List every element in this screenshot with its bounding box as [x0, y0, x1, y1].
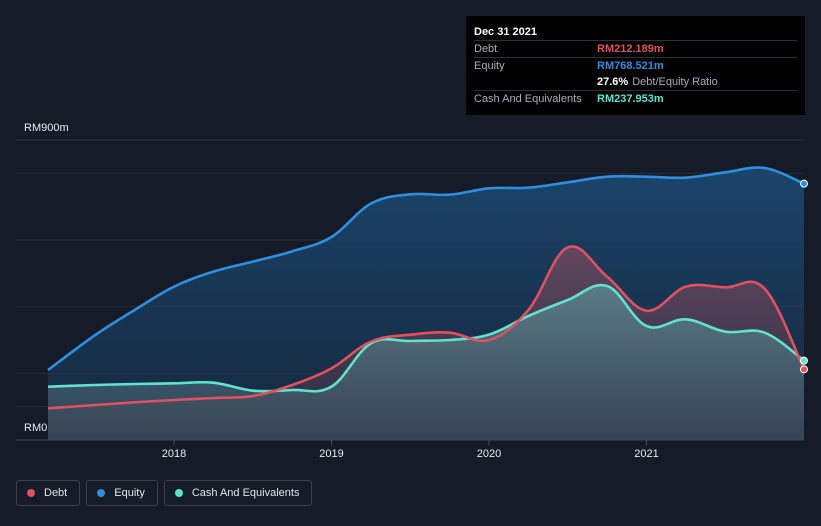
- tooltip-cash-value: RM237.953m: [597, 93, 664, 105]
- debt-endpoint: [800, 365, 808, 374]
- equity-line: [47, 166, 805, 372]
- tooltip-cash-label: Cash And Equivalents: [474, 93, 582, 105]
- tooltip-equity-label: Equity: [474, 60, 505, 72]
- legend-item-cash[interactable]: Cash And Equivalents: [163, 480, 313, 506]
- tooltip-date: Dec 31 2021: [474, 26, 537, 38]
- equity-endpoint: [800, 179, 808, 188]
- x-tick-label: 2020: [477, 448, 501, 460]
- y-axis-min-label: RM0: [24, 422, 48, 434]
- legend-label-equity: Equity: [114, 487, 145, 499]
- legend-item-debt[interactable]: Debt: [16, 480, 81, 506]
- cash-and-equivalents-area: [48, 285, 804, 440]
- legend-label-debt: Debt: [44, 487, 68, 499]
- tooltip-debt-value: RM212.189m: [597, 43, 664, 55]
- tooltip-debt-row: Debt RM212.189m: [474, 40, 797, 57]
- y-axis-max-label: RM900m: [24, 122, 69, 134]
- tooltip-equity-value: RM768.521m: [597, 60, 664, 72]
- debt-line: [47, 245, 806, 410]
- tooltip-ratio-label: Debt/Equity Ratio: [632, 76, 718, 88]
- tooltip-ratio-spacer: [474, 74, 597, 90]
- chart-areas: [48, 167, 804, 440]
- x-tick-label: 2019: [319, 448, 343, 460]
- chart-tooltip: Dec 31 2021 Debt RM212.189m Equity RM768…: [466, 16, 805, 115]
- tooltip-ratio-row: 27.6% Debt/Equity Ratio: [474, 74, 797, 90]
- chart-legend: Debt Equity Cash And Equivalents: [16, 480, 313, 506]
- tooltip-cash-row: Cash And Equivalents RM237.953m: [474, 90, 797, 107]
- x-axis-ticks: 2018 2019 2020 2021: [162, 440, 659, 460]
- tooltip-ratio-value: 27.6%: [597, 76, 629, 88]
- cash-dot-icon: [174, 489, 183, 497]
- cash-and-equivalents-endpoint: [800, 356, 808, 365]
- equity-dot-icon: [97, 489, 106, 497]
- chart-lines: [47, 166, 806, 410]
- x-tick-label: 2021: [634, 448, 658, 460]
- tooltip-debt-label: Debt: [474, 43, 498, 55]
- cash-and-equivalents-line: [47, 283, 805, 393]
- tooltip-equity-row: Equity RM768.521m: [474, 57, 797, 74]
- debt-dot-icon: [27, 489, 35, 497]
- chart-endpoints: [800, 179, 808, 374]
- legend-item-equity[interactable]: Equity: [86, 480, 158, 506]
- x-tick-label: 2018: [162, 448, 186, 460]
- legend-label-cash: Cash And Equivalents: [191, 487, 300, 499]
